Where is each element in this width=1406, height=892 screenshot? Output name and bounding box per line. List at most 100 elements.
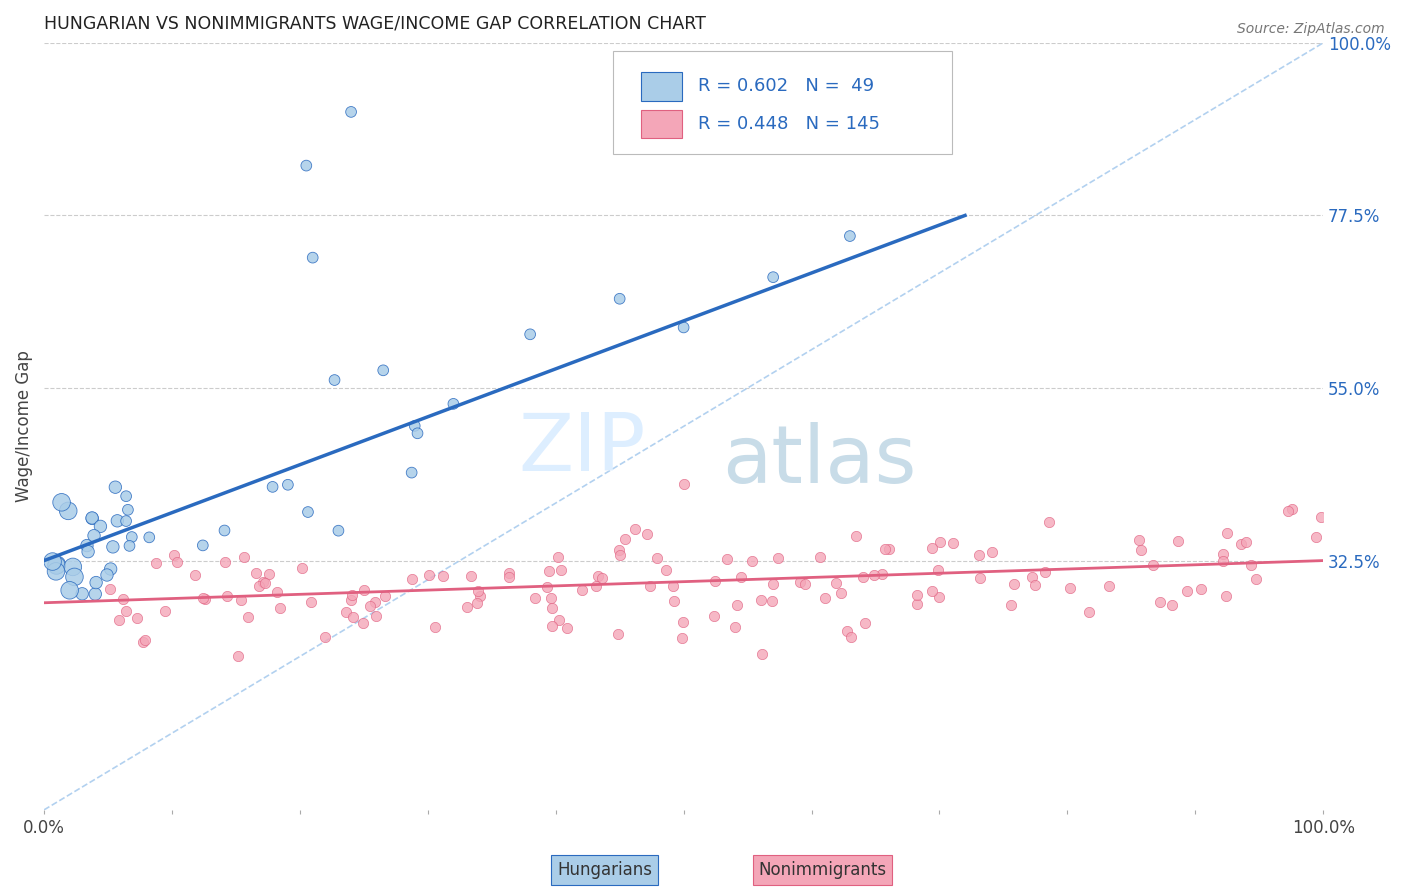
Point <box>194 591 217 606</box>
Point <box>730 570 752 584</box>
Point <box>1167 534 1189 549</box>
Point <box>672 615 695 629</box>
Point <box>232 550 254 565</box>
Point <box>214 524 236 538</box>
Text: Nonimmigrants: Nonimmigrants <box>758 861 887 879</box>
Point <box>1077 605 1099 619</box>
Point <box>45 565 67 579</box>
Point <box>269 601 291 615</box>
Point <box>111 592 134 607</box>
Point <box>1098 579 1121 593</box>
Point <box>1161 598 1184 612</box>
Point <box>229 593 252 607</box>
Point <box>942 536 965 550</box>
Point <box>301 251 323 265</box>
Point <box>214 555 236 569</box>
Point <box>59 583 82 598</box>
Point <box>555 621 578 635</box>
Point <box>762 270 785 285</box>
Point <box>253 576 276 591</box>
Point <box>138 530 160 544</box>
Point <box>297 505 319 519</box>
Text: ZIP: ZIP <box>517 410 645 488</box>
Point <box>498 569 520 583</box>
Point <box>519 327 541 342</box>
Point <box>145 556 167 570</box>
Point <box>703 609 725 624</box>
Point <box>1002 576 1025 591</box>
Point <box>62 560 84 574</box>
Point <box>591 571 613 585</box>
Text: HUNGARIAN VS NONIMMIGRANTS WAGE/INCOME GAP CORRELATION CHART: HUNGARIAN VS NONIMMIGRANTS WAGE/INCOME G… <box>44 15 706 33</box>
Point <box>134 633 156 648</box>
Point <box>1000 598 1022 612</box>
Point <box>373 363 395 377</box>
Point <box>1216 525 1239 540</box>
Point <box>105 514 128 528</box>
Point <box>716 551 738 566</box>
Point <box>252 575 274 590</box>
Point <box>115 514 138 528</box>
Point <box>117 503 139 517</box>
Point <box>862 567 884 582</box>
Point <box>1305 530 1327 544</box>
Point <box>814 591 837 605</box>
Point <box>550 563 572 577</box>
Point <box>571 582 593 597</box>
Point <box>928 534 950 549</box>
Point <box>810 549 832 564</box>
Point <box>1128 533 1150 547</box>
Point <box>1215 589 1237 603</box>
Point <box>374 589 396 603</box>
Point <box>335 605 357 619</box>
Point <box>1033 565 1056 579</box>
Point <box>762 577 785 591</box>
Point <box>364 609 387 624</box>
Point <box>359 599 381 614</box>
Point <box>314 630 336 644</box>
Point <box>215 589 238 603</box>
Point <box>536 580 558 594</box>
Point <box>1212 554 1234 568</box>
Point <box>41 555 63 569</box>
Point <box>877 542 900 557</box>
Point <box>751 593 773 607</box>
Point <box>1129 542 1152 557</box>
Point <box>928 591 950 605</box>
Point <box>875 542 897 557</box>
Point <box>921 584 943 599</box>
Point <box>671 631 693 645</box>
Point <box>460 568 482 582</box>
Point <box>132 635 155 649</box>
Point <box>121 530 143 544</box>
Point <box>77 544 100 558</box>
Point <box>441 397 464 411</box>
Point <box>328 524 350 538</box>
Point <box>96 568 118 582</box>
Point <box>523 591 546 605</box>
FancyBboxPatch shape <box>613 51 952 154</box>
Point <box>498 566 520 581</box>
Point <box>76 539 98 553</box>
Point <box>266 585 288 599</box>
Point <box>364 595 387 609</box>
Point <box>981 544 1004 558</box>
Point <box>1246 573 1268 587</box>
Point <box>870 566 893 581</box>
Point <box>1234 534 1257 549</box>
Point <box>467 584 489 599</box>
Text: Hungarians: Hungarians <box>557 861 652 879</box>
Text: R = 0.602   N =  49: R = 0.602 N = 49 <box>697 78 873 95</box>
Point <box>766 550 789 565</box>
FancyBboxPatch shape <box>641 72 682 101</box>
Point <box>1212 547 1234 561</box>
Point <box>468 589 491 603</box>
Point <box>257 567 280 582</box>
Point <box>905 598 928 612</box>
Point <box>58 504 80 518</box>
Point <box>432 568 454 582</box>
Point <box>609 548 631 562</box>
Point <box>127 611 149 625</box>
Point <box>825 576 848 591</box>
Point <box>153 604 176 618</box>
